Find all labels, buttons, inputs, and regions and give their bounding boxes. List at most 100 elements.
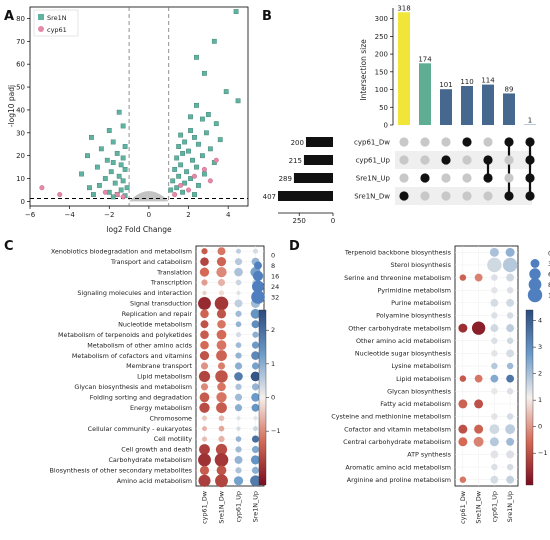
sre1n-point — [203, 130, 209, 136]
dot-cell — [234, 258, 243, 266]
dot-cell — [216, 392, 227, 403]
row-label: Cofactor and vitamin metabolism — [344, 425, 451, 433]
matrix-dot-inactive — [420, 191, 430, 201]
cyp61-point — [191, 173, 197, 179]
colorbar-tick-label: 0 — [538, 423, 542, 431]
dot-cell — [251, 351, 260, 360]
sre1n-point — [213, 121, 219, 127]
intersection-bar — [398, 12, 410, 125]
panel-b-letter: B — [262, 9, 272, 24]
dot-cell — [506, 337, 514, 344]
intersection-bar — [461, 86, 473, 125]
set-size-bar — [305, 137, 333, 147]
dot-cell — [201, 279, 208, 286]
x-tick-label: 4 — [226, 211, 231, 219]
dot-cell — [218, 435, 225, 443]
row-label: Cell motility — [154, 435, 192, 443]
sre1n-point — [85, 153, 90, 159]
legend-entry-sre1n: Sre1N — [47, 14, 67, 22]
dot-cell — [491, 312, 498, 319]
dot-cell — [217, 247, 226, 256]
panel-b-set-size-bars: 200 215 289 407 250 0 — [263, 137, 335, 225]
dot-cell — [251, 393, 260, 402]
y-tick-label: 80 — [16, 15, 25, 23]
dot-cell — [506, 437, 515, 446]
dot-cell — [458, 323, 468, 333]
sre1n-point — [89, 134, 94, 140]
dot-cell — [251, 362, 260, 370]
dot-cell — [235, 248, 242, 254]
column-label: Sre1N_Up — [506, 491, 514, 522]
x-tick-label: −2 — [104, 211, 114, 219]
matrix-dot-active — [483, 155, 493, 165]
row-label: Signaling molecules and interaction — [77, 289, 192, 297]
sre1n-point — [108, 169, 114, 175]
dot-cell — [216, 350, 227, 361]
size-legend-label: 11 — [548, 292, 550, 300]
y-tick-label: 300 — [375, 15, 388, 23]
panel-a-legend: Sre1N cyp61 — [33, 9, 79, 37]
dot-cell — [199, 444, 210, 455]
sre1n-point — [182, 139, 187, 145]
set-size-tick-label: 250 — [293, 217, 306, 225]
dot-cell — [233, 476, 244, 486]
column-label: cyp61_Dw — [201, 491, 209, 524]
sre1n-point — [174, 155, 180, 161]
row-label: Lipid metabolism — [137, 373, 192, 381]
sre1n-point — [194, 102, 199, 108]
sre1n-point — [122, 167, 128, 172]
panel-c-size-legend: 0 8 16 24 32 — [251, 252, 279, 304]
size-legend-label: 0 — [271, 252, 275, 260]
y-tick-label: 20 — [16, 152, 25, 160]
intersection-bar-value: 1 — [528, 117, 532, 125]
sre1n-point — [233, 9, 239, 14]
sre1n-point — [188, 114, 193, 120]
intersection-bar — [440, 89, 452, 125]
dot-cell — [217, 319, 226, 329]
dot-cell — [234, 372, 243, 381]
panel-d-letter: D — [289, 239, 300, 254]
dot-cell — [217, 278, 226, 287]
y-tick-label: 0 — [384, 122, 388, 130]
matrix-dot-active — [525, 155, 535, 165]
sre1n-point — [112, 180, 118, 186]
dot-cell — [251, 383, 260, 391]
intersection-bar — [503, 93, 515, 125]
sre1n-point — [186, 148, 191, 154]
matrix-dot-inactive — [399, 155, 409, 165]
dot-cell — [491, 350, 498, 357]
x-tick-label: −6 — [25, 211, 36, 219]
dot-cell — [214, 296, 229, 311]
dot-cell — [200, 362, 209, 370]
x-tick-label: 2 — [186, 211, 190, 219]
set-size-value: 215 — [289, 157, 302, 165]
dot-cell — [200, 340, 209, 350]
matrix-dot-active — [441, 155, 451, 165]
dot-cell — [251, 466, 260, 474]
cyp61-point — [39, 185, 45, 191]
dot-cell — [491, 388, 498, 395]
dot-cell — [199, 350, 210, 361]
colorbar-gradient — [525, 309, 534, 486]
dot-cell — [506, 388, 514, 395]
sre1n-point — [176, 173, 182, 179]
row-label: Chromosome — [150, 414, 193, 422]
row-label: Xenobiotics biodegradation and metabolis… — [51, 247, 192, 255]
matrix-dot-active — [462, 137, 472, 147]
intersection-bar-value: 101 — [439, 81, 452, 89]
dot-cell — [235, 279, 242, 286]
dot-cell — [251, 341, 260, 349]
dot-cell — [491, 337, 498, 344]
dot-cell — [234, 267, 243, 277]
intersection-bar — [482, 84, 494, 125]
dot-cell — [252, 426, 259, 432]
cyp61-point — [213, 157, 219, 163]
column-label: Sre1N_Dw — [475, 491, 483, 524]
row-label: Serine and threonine metabolism — [344, 274, 451, 282]
sre1n-point — [116, 173, 122, 179]
sre1n-point — [201, 70, 207, 76]
dot-cell — [505, 424, 516, 435]
size-legend-dot — [251, 290, 265, 304]
row-label: ATP synthesis — [407, 451, 451, 459]
dot-cell — [215, 474, 228, 488]
